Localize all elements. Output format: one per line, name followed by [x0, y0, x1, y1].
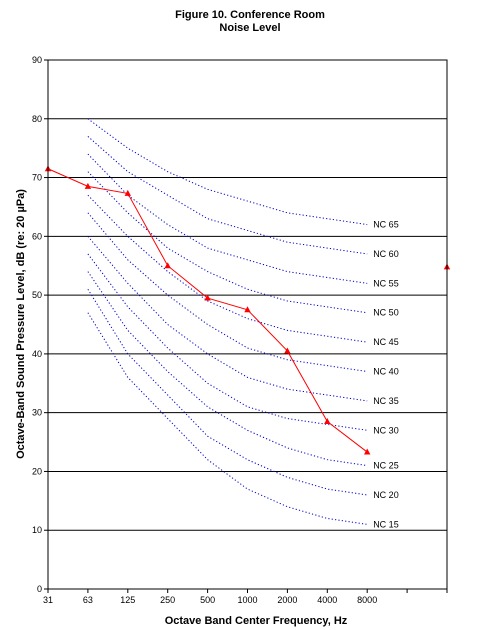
measured-point: [124, 189, 131, 196]
nc-curve-label: NC 30: [373, 425, 399, 435]
x-tick-label: 31: [43, 595, 53, 605]
x-tick-label: 4000: [317, 595, 337, 605]
nc-curve: [87, 171, 368, 314]
measured-point: [244, 306, 251, 313]
y-tick-label: 20: [32, 466, 42, 476]
nc-curve-label: NC 40: [373, 367, 399, 377]
measured-line: [47, 168, 368, 453]
y-tick-label: 10: [32, 525, 42, 535]
y-axis-title: Octave-Band Sound Pressure Level, dB (re…: [15, 189, 27, 459]
y-tick-label: 60: [32, 231, 42, 241]
nc-curve: [87, 253, 368, 431]
x-axis-title: Octave Band Center Frequency, Hz: [165, 615, 348, 627]
nc-curve: [87, 312, 368, 525]
nc-curve: [87, 288, 368, 496]
nc-curve-label: NC 35: [373, 396, 399, 406]
chart-title: Figure 10. Conference Room: [175, 9, 325, 21]
nc-curve: [87, 271, 368, 467]
y-tick-label: 40: [32, 349, 42, 359]
nc-curve-label: NC 15: [373, 519, 399, 529]
y-tick-label: 30: [32, 408, 42, 418]
nc-curve-label: NC 55: [373, 278, 399, 288]
measured-point: [364, 448, 371, 455]
y-tick-label: 70: [32, 173, 42, 183]
x-tick-label: 1000: [237, 595, 257, 605]
nc-curve-label: NC 60: [373, 249, 399, 259]
nc-curve: [87, 136, 368, 255]
x-tick-label: 2000: [277, 595, 297, 605]
y-tick-label: 80: [32, 114, 42, 124]
nc-curve: [87, 236, 368, 402]
x-tick-label: 500: [200, 595, 215, 605]
y-tick-label: 90: [32, 55, 42, 65]
measured-point: [324, 417, 331, 424]
measured-point: [204, 294, 211, 301]
y-tick-label: 50: [32, 290, 42, 300]
measured-point: [284, 347, 291, 354]
x-tick-label: 250: [160, 595, 175, 605]
nc-curves: NC 65 NC 60 NC 55 NC 50 NC 45 NC 40 NC 35 NC 30…: [87, 118, 399, 529]
nc-curve-label: NC 20: [373, 490, 399, 500]
nc-curve: [87, 118, 368, 226]
y-tick-label: 0: [37, 584, 42, 594]
x-tick-label: 63: [83, 595, 93, 605]
gridlines: [48, 59, 447, 531]
x-tick-label: 8000: [357, 595, 377, 605]
nc-curve-label: NC 50: [373, 308, 399, 318]
measured-point: [164, 262, 171, 269]
nc-curve: [87, 153, 368, 284]
chart-subtitle: Noise Level: [219, 22, 281, 34]
plot-frame: [47, 59, 448, 590]
nc-curve-label: NC 65: [373, 220, 399, 230]
nc-curve-label: NC 45: [373, 337, 399, 347]
nc-curve: [87, 212, 368, 373]
nc-curve: [87, 194, 368, 343]
axes: 0 10 20 30 40 50 60 70 80 90 31 63 125 250 500 1000 2000…: [32, 55, 448, 605]
nc-curve-label: NC 25: [373, 461, 399, 471]
measured-point: [84, 182, 92, 189]
x-tick-label: 125: [120, 595, 135, 605]
